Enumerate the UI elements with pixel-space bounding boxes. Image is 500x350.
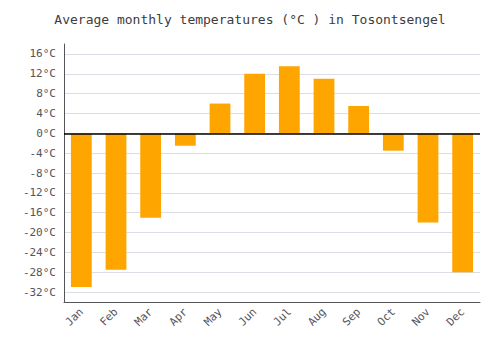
svg-text:Jun: Jun	[236, 305, 259, 328]
svg-text:-32°C: -32°C	[23, 286, 56, 299]
svg-text:Sep: Sep	[340, 305, 363, 328]
svg-text:-24°C: -24°C	[23, 246, 56, 259]
svg-text:4°C: 4°C	[36, 107, 56, 120]
svg-text:0°C: 0°C	[36, 127, 56, 140]
svg-text:May: May	[201, 305, 224, 328]
svg-text:Dec: Dec	[444, 305, 467, 328]
svg-text:Nov: Nov	[409, 305, 432, 328]
svg-text:-28°C: -28°C	[23, 266, 56, 279]
svg-text:Jul: Jul	[271, 305, 294, 328]
svg-text:-16°C: -16°C	[23, 206, 56, 219]
svg-text:-4°C: -4°C	[30, 147, 57, 160]
svg-text:-20°C: -20°C	[23, 226, 56, 239]
svg-text:Apr: Apr	[167, 305, 190, 328]
svg-text:Mar: Mar	[132, 305, 155, 328]
svg-text:8°C: 8°C	[36, 87, 56, 100]
svg-text:Feb: Feb	[97, 305, 120, 328]
svg-text:-8°C: -8°C	[30, 167, 57, 180]
svg-text:Jan: Jan	[63, 305, 86, 328]
svg-text:-12°C: -12°C	[23, 186, 56, 199]
svg-text:Aug: Aug	[305, 305, 328, 328]
svg-text:12°C: 12°C	[30, 67, 57, 80]
svg-text:Oct: Oct	[375, 305, 398, 328]
svg-text:16°C: 16°C	[30, 47, 57, 60]
svg-text:Average monthly temperatures (: Average monthly temperatures (°C ) in To…	[54, 12, 445, 27]
